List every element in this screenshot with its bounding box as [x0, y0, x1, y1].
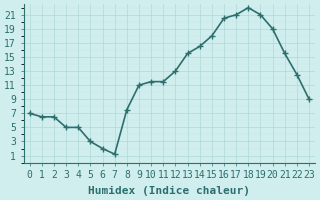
X-axis label: Humidex (Indice chaleur): Humidex (Indice chaleur) [88, 186, 250, 196]
